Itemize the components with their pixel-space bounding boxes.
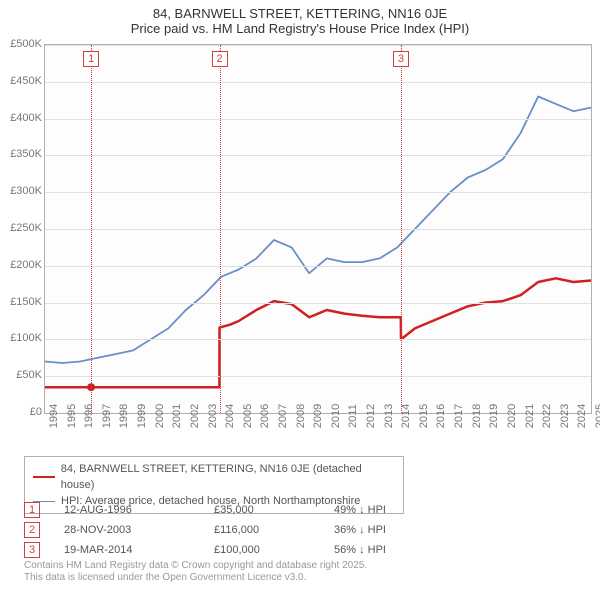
series-property <box>45 278 591 387</box>
gridline <box>45 45 591 46</box>
x-axis-label: 2009 <box>312 404 324 428</box>
x-axis-label: 2010 <box>330 404 342 428</box>
gridline <box>45 82 591 83</box>
x-axis-label: 2025 <box>594 404 600 428</box>
event-number-box: 3 <box>24 542 40 558</box>
event-line <box>401 45 402 413</box>
x-axis-label: 2002 <box>189 404 201 428</box>
y-axis-label: £150K <box>2 296 42 308</box>
event-line <box>91 45 92 413</box>
gridline <box>45 266 591 267</box>
x-axis-label: 2003 <box>207 404 219 428</box>
footer-line-2: This data is licensed under the Open Gov… <box>24 572 367 584</box>
x-axis-label: 2023 <box>559 404 571 428</box>
x-axis-label: 2014 <box>400 404 412 428</box>
legend-item: 84, BARNWELL STREET, KETTERING, NN16 0JE… <box>33 461 395 493</box>
legend-swatch <box>33 476 55 478</box>
x-axis-label: 2021 <box>524 404 536 428</box>
gridline <box>45 192 591 193</box>
x-axis-label: 2005 <box>242 404 254 428</box>
gridline <box>45 119 591 120</box>
y-axis-label: £0 <box>2 406 42 418</box>
y-axis-label: £500K <box>2 38 42 50</box>
x-axis-label: 2011 <box>347 404 359 428</box>
x-axis-label: 1995 <box>66 404 78 428</box>
gridline <box>45 376 591 377</box>
event-row: 1 12-AUG-1996£35,00049% ↓ HPI <box>24 500 386 520</box>
x-axis-label: 2008 <box>295 404 307 428</box>
event-row: 2 28-NOV-2003£116,00036% ↓ HPI <box>24 520 386 540</box>
x-axis-label: 1994 <box>48 404 60 428</box>
event-row: 3 19-MAR-2014£100,00056% ↓ HPI <box>24 540 386 560</box>
event-price: £100,000 <box>214 540 334 560</box>
event-date: 12-AUG-1996 <box>64 500 214 520</box>
event-marker: 2 <box>212 51 228 67</box>
x-axis-label: 2018 <box>471 404 483 428</box>
x-axis-label: 2024 <box>576 404 588 428</box>
x-axis-label: 1998 <box>118 404 130 428</box>
event-price: £116,000 <box>214 520 334 540</box>
y-axis-label: £350K <box>2 148 42 160</box>
event-line <box>220 45 221 413</box>
event-price: £35,000 <box>214 500 334 520</box>
x-axis-label: 2006 <box>259 404 271 428</box>
event-number-box: 1 <box>24 502 40 518</box>
gridline <box>45 229 591 230</box>
events-table: 1 12-AUG-1996£35,00049% ↓ HPI 2 28-NOV-2003… <box>24 500 386 560</box>
x-axis-label: 2022 <box>541 404 553 428</box>
x-axis-label: 2007 <box>277 404 289 428</box>
event-marker: 3 <box>393 51 409 67</box>
y-axis-label: £300K <box>2 185 42 197</box>
x-axis-label: 2013 <box>383 404 395 428</box>
y-axis-label: £100K <box>2 332 42 344</box>
footer-line-1: Contains HM Land Registry data © Crown c… <box>24 560 367 572</box>
event-date: 28-NOV-2003 <box>64 520 214 540</box>
gridline <box>45 155 591 156</box>
x-axis-label: 2016 <box>435 404 447 428</box>
x-axis-label: 2015 <box>418 404 430 428</box>
x-axis-label: 2000 <box>154 404 166 428</box>
gridline <box>45 339 591 340</box>
plot-area: 1 2 3 <box>44 44 592 414</box>
x-axis-label: 2020 <box>506 404 518 428</box>
event-delta: 36% ↓ HPI <box>334 520 386 540</box>
x-axis-label: 2017 <box>453 404 465 428</box>
chart-title: 84, BARNWELL STREET, KETTERING, NN16 0JE <box>0 0 600 21</box>
x-axis-label: 1997 <box>101 404 113 428</box>
chart-container: 84, BARNWELL STREET, KETTERING, NN16 0JE… <box>0 0 600 590</box>
y-axis-label: £250K <box>2 222 42 234</box>
attribution-footer: Contains HM Land Registry data © Crown c… <box>24 560 367 584</box>
y-axis-label: £50K <box>2 369 42 381</box>
event-date: 19-MAR-2014 <box>64 540 214 560</box>
x-axis-label: 2004 <box>224 404 236 428</box>
event-number-box: 2 <box>24 522 40 538</box>
event-marker: 1 <box>83 51 99 67</box>
x-axis-label: 1996 <box>83 404 95 428</box>
x-axis-label: 2019 <box>488 404 500 428</box>
chart-subtitle: Price paid vs. HM Land Registry's House … <box>0 21 600 40</box>
event-delta: 56% ↓ HPI <box>334 540 386 560</box>
y-axis-label: £400K <box>2 112 42 124</box>
event-delta: 49% ↓ HPI <box>334 500 386 520</box>
x-axis-label: 2012 <box>365 404 377 428</box>
x-axis-label: 2001 <box>171 404 183 428</box>
y-axis-label: £200K <box>2 259 42 271</box>
legend-label: 84, BARNWELL STREET, KETTERING, NN16 0JE… <box>61 461 395 493</box>
y-axis-label: £450K <box>2 75 42 87</box>
gridline <box>45 303 591 304</box>
x-axis-label: 1999 <box>136 404 148 428</box>
